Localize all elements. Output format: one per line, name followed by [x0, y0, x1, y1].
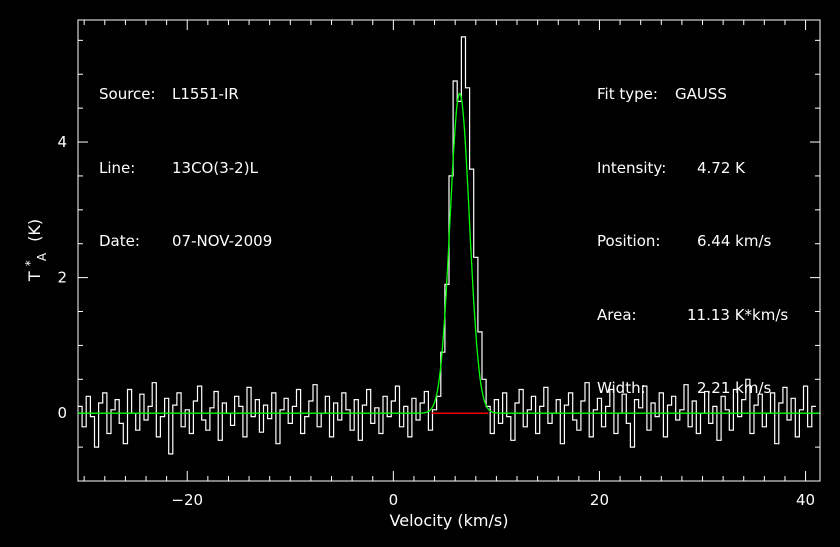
x-axis-label: Velocity (km/s) — [390, 511, 509, 530]
intensity-label: Intensity: — [597, 158, 667, 177]
x-tick-label: 40 — [796, 491, 815, 509]
axis-tick-labels: −20 0 20 40 0 2 4 — [57, 133, 815, 509]
line-label: Line: — [99, 158, 136, 177]
y-axis-label-sub: A — [35, 252, 49, 261]
svg-text:T * A (K): T * A (K) — [19, 219, 50, 282]
source-label: Source: — [99, 85, 156, 103]
x-tick-label: 20 — [590, 491, 609, 509]
date-label: Date: — [99, 232, 140, 250]
area-value: 11.13 K*km/s — [687, 305, 789, 324]
x-tick-label: 0 — [389, 491, 399, 509]
y-axis-label-sup: * — [23, 260, 37, 266]
y-tick-label: 2 — [57, 269, 67, 287]
fit-type-label: Fit type: — [597, 85, 658, 103]
y-axis-label-main: T — [25, 271, 44, 282]
line-value: 13CO(3-2)L — [172, 158, 258, 177]
source-info: Source: L1551-IR Line: 13CO(3-2)L Date: 07-… — [99, 33, 272, 278]
width-value: 2.21 km/s — [697, 379, 772, 397]
area-label: Area: — [597, 305, 637, 324]
y-tick-label: 0 — [57, 404, 67, 422]
width-label: Width: — [597, 379, 646, 397]
y-tick-label: 4 — [57, 133, 67, 151]
position-label: Position: — [597, 232, 661, 250]
position-value: 6.44 km/s — [697, 232, 772, 250]
plot-frame — [77, 19, 821, 482]
source-value: L1551-IR — [172, 85, 239, 103]
fit-type-value: GAUSS — [675, 85, 727, 103]
x-tick-label: −20 — [171, 491, 203, 509]
intensity-value: 4.72 K — [697, 158, 746, 177]
gaussian-fit-line — [78, 92, 819, 414]
axis-ticks — [78, 20, 820, 482]
date-value: 07-NOV-2009 — [172, 232, 273, 250]
y-axis-label-unit: (K) — [25, 219, 44, 242]
y-axis-label: T * A (K) — [19, 219, 50, 282]
fit-info: Fit type: GAUSS Intensity: 4.72 K Position… — [597, 33, 788, 425]
